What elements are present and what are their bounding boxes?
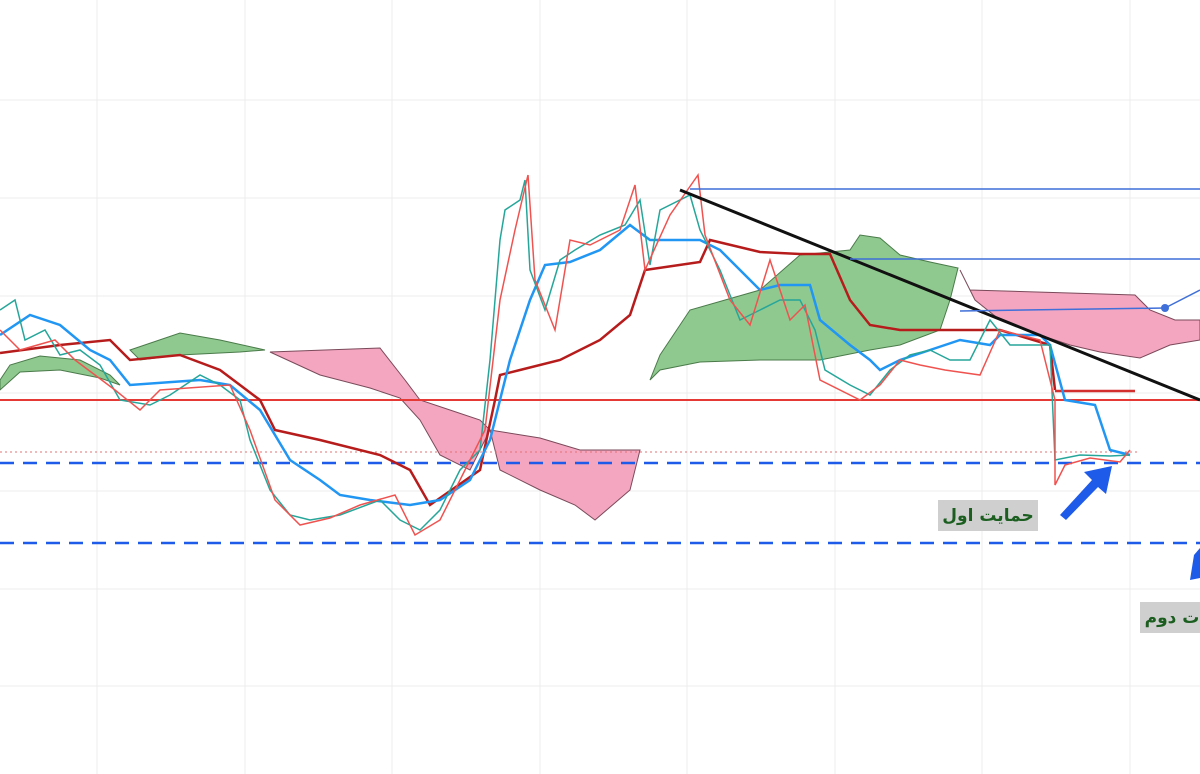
cloud [0,234,1200,521]
label-box [938,500,1038,531]
tenkan-line [0,223,1131,507]
support-label: ت دوم [1145,608,1200,628]
price-series [0,179,1131,531]
price-series [0,172,1131,537]
label-box [1140,602,1200,633]
anchor-point [1161,304,1169,312]
kijun-line [0,238,1057,507]
support-label: حمایت اول [942,506,1033,526]
arrow [1060,466,1112,520]
level-line [959,307,1166,312]
arrow [1190,548,1200,580]
level-line [1164,289,1200,309]
trend-line [679,188,1200,402]
